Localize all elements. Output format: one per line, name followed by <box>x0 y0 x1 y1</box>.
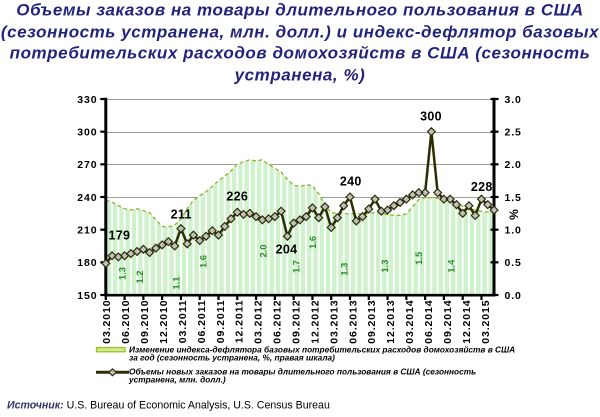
svg-text:204: 204 <box>276 243 298 257</box>
svg-text:226: 226 <box>226 190 248 204</box>
svg-text:0.0: 0.0 <box>505 290 522 302</box>
svg-text:3.0: 3.0 <box>505 94 522 106</box>
svg-text:09.2012: 09.2012 <box>291 300 303 344</box>
svg-text:12.2014: 12.2014 <box>461 300 473 344</box>
svg-text:03.2013: 03.2013 <box>328 300 340 344</box>
svg-text:12.2012: 12.2012 <box>309 300 321 344</box>
svg-text:1.7: 1.7 <box>290 260 301 273</box>
svg-text:330: 330 <box>77 94 97 106</box>
svg-text:03.2012: 03.2012 <box>253 300 265 344</box>
svg-text:210: 210 <box>77 224 97 236</box>
svg-text:Объемы заказов на товары длите: Объемы заказов на товары длительного пол… <box>16 1 583 20</box>
svg-text:179: 179 <box>109 228 131 242</box>
svg-text:211: 211 <box>171 207 192 221</box>
svg-text:09.2013: 09.2013 <box>366 300 378 344</box>
svg-text:1.5: 1.5 <box>413 252 424 265</box>
svg-text:09.2011: 09.2011 <box>215 300 227 344</box>
svg-text:Источник: U.S. Bureau of Econo: Источник: U.S. Bureau of Economic Analys… <box>7 400 330 412</box>
svg-text:за год (сезонность устранена,: за год (сезонность устранена, %, правая … <box>129 352 335 362</box>
svg-text:300: 300 <box>420 109 442 123</box>
svg-text:1.5: 1.5 <box>505 192 522 204</box>
svg-text:06.2012: 06.2012 <box>272 300 284 344</box>
svg-text:150: 150 <box>77 290 97 302</box>
svg-text:Изменение индекса-дефлятора ба: Изменение индекса-дефлятора базовых потр… <box>129 345 515 355</box>
svg-text:03.2014: 03.2014 <box>404 300 416 344</box>
svg-text:1.3: 1.3 <box>338 263 349 276</box>
svg-text:09.2010: 09.2010 <box>139 300 151 344</box>
svg-text:Объемы новых заказов на товары: Объемы новых заказов на товары длительно… <box>129 367 476 377</box>
svg-text:12.2010: 12.2010 <box>158 300 170 344</box>
svg-text:(сезонность устранена, млн. до: (сезонность устранена, млн. долл.) и инд… <box>1 22 600 41</box>
svg-text:1.6: 1.6 <box>307 236 318 249</box>
svg-text:03.2010: 03.2010 <box>101 300 113 344</box>
svg-text:2.0: 2.0 <box>505 159 522 171</box>
svg-text:06.2014: 06.2014 <box>423 300 435 344</box>
svg-text:1.4: 1.4 <box>446 259 457 273</box>
svg-text:1.6: 1.6 <box>197 255 208 268</box>
svg-text:03.2015: 03.2015 <box>480 300 492 344</box>
svg-text:228: 228 <box>471 180 493 194</box>
svg-text:устранена, %): устранена, %) <box>234 65 366 84</box>
svg-text:1.1: 1.1 <box>171 276 182 289</box>
svg-text:300: 300 <box>77 126 97 138</box>
svg-text:180: 180 <box>77 257 97 269</box>
svg-text:1.3: 1.3 <box>379 259 390 272</box>
svg-text:0.5: 0.5 <box>505 257 522 269</box>
svg-text:1.3: 1.3 <box>116 267 127 280</box>
svg-text:270: 270 <box>77 159 97 171</box>
svg-text:240: 240 <box>340 175 362 189</box>
svg-text:06.2011: 06.2011 <box>196 300 208 344</box>
svg-text:09.2014: 09.2014 <box>442 300 454 344</box>
svg-text:12.2013: 12.2013 <box>385 300 397 344</box>
svg-text:1.0: 1.0 <box>505 224 522 236</box>
svg-text:устранена, млн. долл.): устранена, млн. долл.) <box>128 375 226 385</box>
svg-text:2.5: 2.5 <box>505 126 522 138</box>
svg-text:06.2010: 06.2010 <box>120 300 132 344</box>
svg-text:06.2013: 06.2013 <box>347 300 359 344</box>
svg-text:1.2: 1.2 <box>134 270 145 283</box>
svg-text:12.2011: 12.2011 <box>234 300 246 344</box>
svg-text:2.0: 2.0 <box>257 244 268 257</box>
svg-text:03.2011: 03.2011 <box>177 300 189 344</box>
svg-text:потребительских расходов домох: потребительских расходов домохозяйств в … <box>10 44 591 63</box>
svg-text:%: % <box>507 209 521 220</box>
svg-text:240: 240 <box>77 192 97 204</box>
